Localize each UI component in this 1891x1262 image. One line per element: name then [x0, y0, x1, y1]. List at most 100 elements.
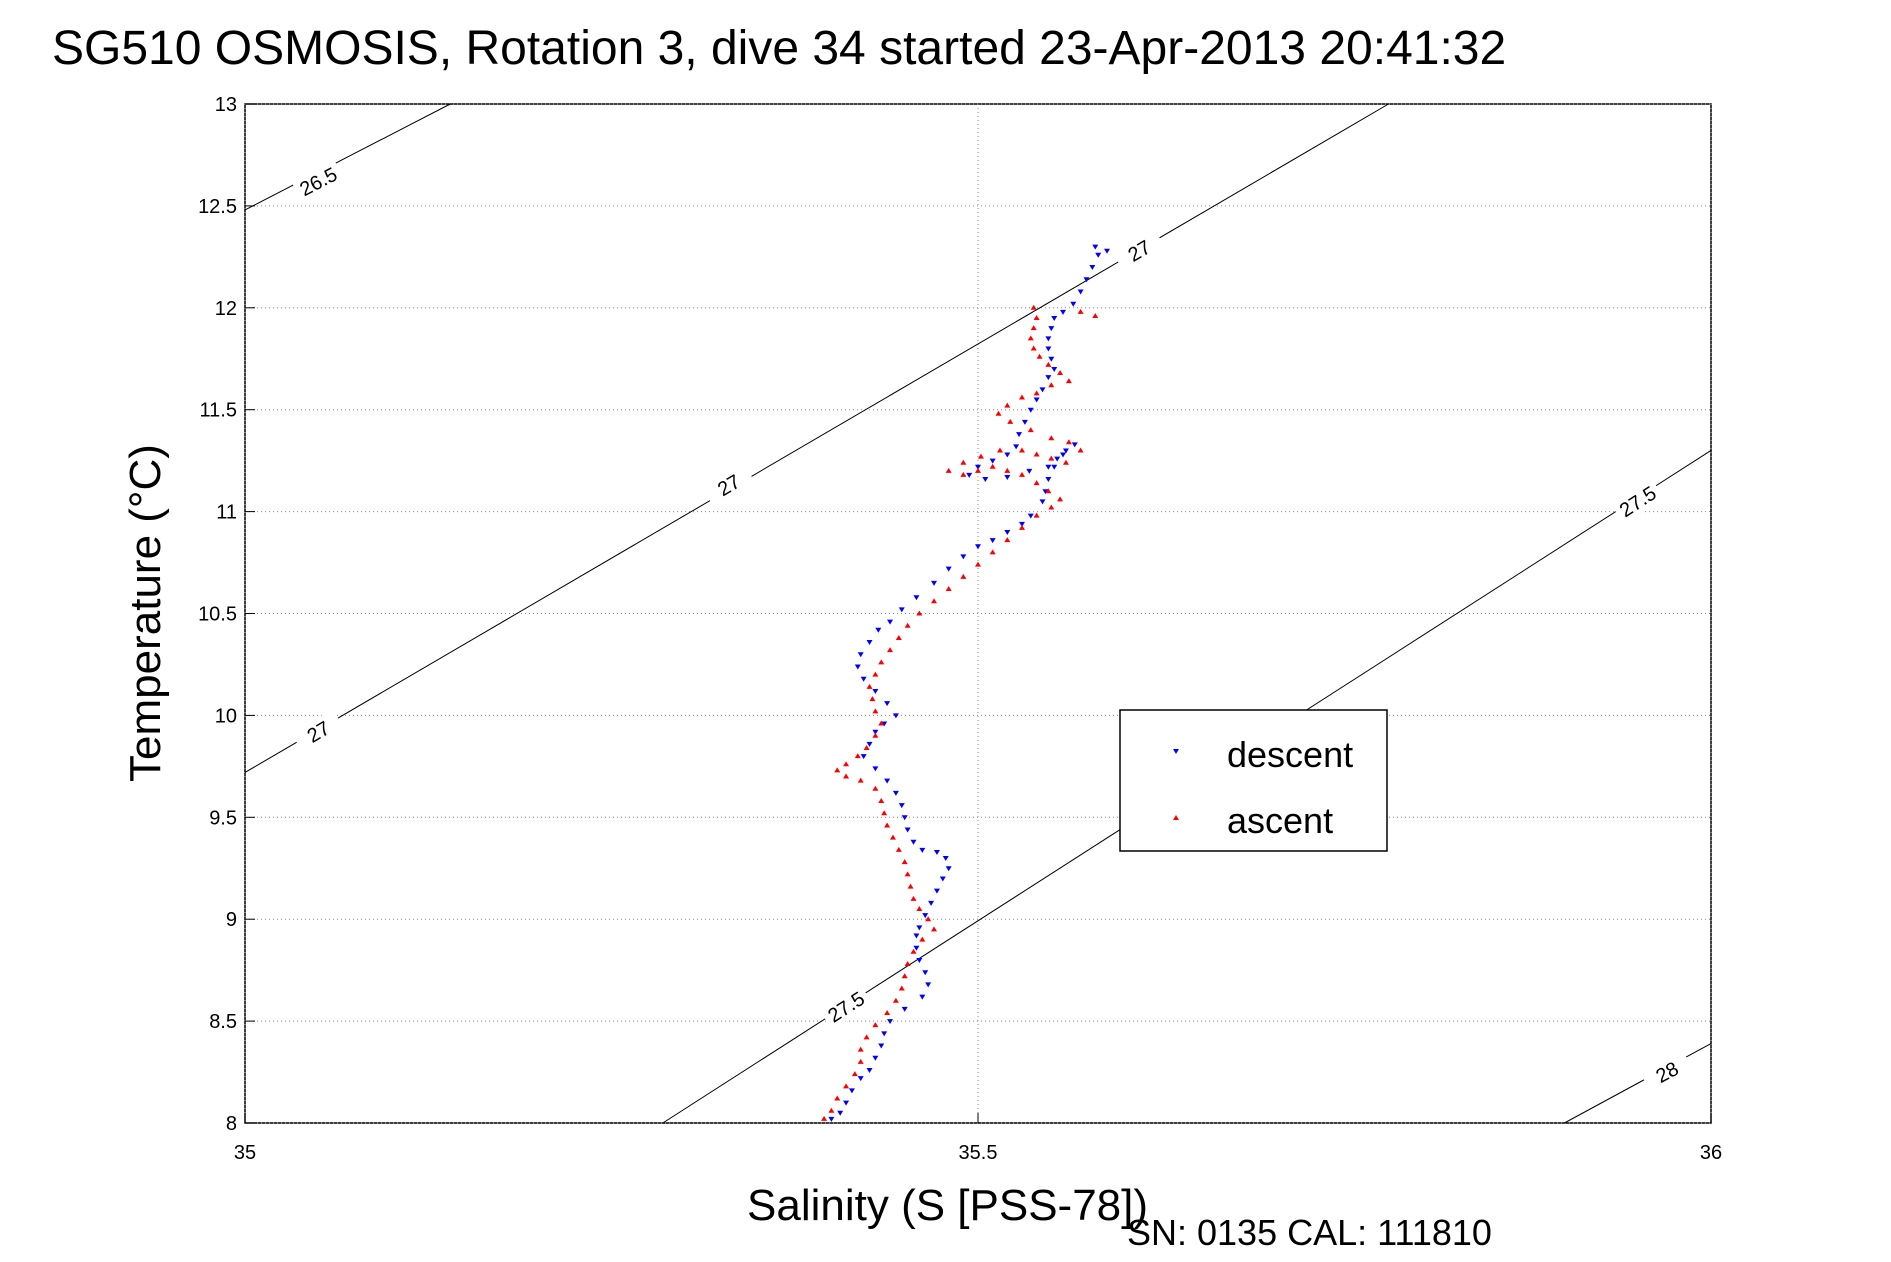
ascent-point [854, 753, 861, 759]
y-tick-label: 11 [216, 502, 237, 524]
descent-point [1004, 529, 1011, 535]
descent-point [1027, 513, 1034, 519]
descent-point [922, 913, 929, 919]
descent-point [837, 1110, 844, 1116]
descent-point [1039, 499, 1046, 505]
descent-point [872, 729, 879, 735]
data-series [821, 244, 1111, 1122]
descent-point [945, 566, 952, 572]
ascent-point [1018, 524, 1025, 530]
ascent-point [1048, 382, 1055, 388]
descent-point [919, 994, 926, 1000]
ascent-point [1030, 304, 1037, 310]
chart-title: SG510 OSMOSIS, Rotation 3, dive 34 start… [52, 22, 1506, 75]
descent-point [857, 652, 864, 658]
descent-point [828, 1116, 835, 1122]
ascent-point [863, 745, 870, 751]
ascent-point [869, 696, 876, 702]
ascent-point [884, 822, 891, 828]
ascent-point [1033, 451, 1040, 457]
descent-point [892, 713, 899, 719]
ascent-point [910, 948, 917, 954]
descent-point [1045, 464, 1052, 470]
y-tick-label: 11.5 [200, 400, 237, 422]
ascent-point [916, 906, 923, 912]
y-tick-label: 8 [226, 1113, 237, 1135]
ascent-point [960, 459, 967, 465]
ascent-point [1030, 345, 1037, 351]
ascent-point [1036, 353, 1043, 359]
descent-point [854, 664, 861, 670]
grid-lines [244, 103, 1712, 1124]
descent-point [848, 1088, 855, 1094]
contour-label-bg [291, 709, 346, 755]
contour-line [244, 103, 451, 211]
descent-point [866, 1068, 873, 1074]
descent-point [901, 1006, 908, 1012]
descent-point [1045, 375, 1052, 381]
legend-ascent-label: ascent [1227, 800, 1333, 841]
descent-point [1045, 346, 1052, 352]
ascent-point [1018, 394, 1025, 400]
y-tick-label: 10 [215, 705, 237, 727]
descent-point [857, 1076, 864, 1082]
descent-point [1048, 356, 1055, 362]
descent-point [1089, 265, 1096, 271]
descent-point [1083, 277, 1090, 283]
ascent-point [843, 1083, 850, 1089]
descent-point [913, 945, 920, 951]
legend-descent-label: descent [1227, 734, 1353, 775]
y-tick-label: 10.5 [198, 604, 237, 626]
descent-point [1045, 476, 1052, 482]
descent-point [922, 970, 929, 976]
descent-point [1048, 326, 1055, 332]
ascent-point [1057, 496, 1064, 502]
ascent-point [945, 586, 952, 592]
ascent-point [889, 834, 896, 840]
ascent-point [1048, 455, 1055, 461]
ascent-point [1065, 378, 1072, 384]
ascent-point [904, 622, 911, 628]
ascent-point [1004, 467, 1011, 473]
y-tick-label: 8.5 [209, 1011, 237, 1033]
ascent-point [975, 561, 981, 567]
descent-point [1026, 468, 1033, 474]
descent-point [872, 688, 879, 694]
ascent-point [989, 463, 996, 469]
descent-point [881, 721, 888, 727]
axis-ticks: 35 35.5 36 8 8.5 9 9.5 10 10.5 11 11.5 12 12.5 13 [198, 94, 1722, 1164]
descent-point [1042, 489, 1049, 495]
ascent-point [881, 810, 888, 816]
ascent-point [904, 961, 911, 967]
descent-point [1104, 248, 1111, 254]
descent-point [913, 933, 920, 939]
descent-point [898, 607, 905, 613]
x-tick-label: 35 [234, 1142, 256, 1164]
y-tick-label: 13 [215, 94, 237, 116]
ascent-point [931, 598, 938, 604]
ascent-point [977, 453, 984, 459]
descent-point [919, 847, 926, 853]
ascent-point [904, 871, 911, 877]
ascent-point [1027, 427, 1034, 433]
descent-point [1051, 366, 1058, 372]
y-tick-label: 9.5 [209, 807, 237, 829]
descent-point [942, 856, 949, 862]
descent-point [892, 790, 899, 796]
ascent-point [1004, 537, 1011, 543]
descent-point [884, 778, 891, 784]
footer-serial: SN: 0135 CAL: 111810 [1127, 1212, 1492, 1253]
ascent-point [989, 549, 996, 555]
contour-label-bg [1640, 1050, 1694, 1095]
legend-box [1119, 709, 1388, 852]
ascent-point [1065, 439, 1072, 445]
descent-point [925, 982, 932, 988]
descent-point [1092, 244, 1099, 250]
ascent-point [884, 1009, 891, 1015]
descent-point [1039, 387, 1046, 393]
contour-label-bg [819, 983, 873, 1030]
contour-label-bg [1611, 478, 1665, 525]
y-axis-label: Temperature (°C) [121, 444, 170, 782]
ascent-point [898, 985, 905, 991]
descent-point [1045, 336, 1052, 342]
